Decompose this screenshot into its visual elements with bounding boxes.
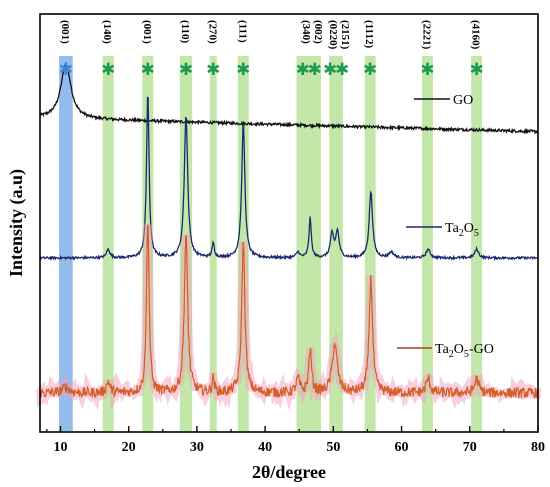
peak-label-10: (4160): [470, 20, 482, 50]
series-line-1: [39, 96, 539, 262]
peak-star-1-0: ✱: [101, 60, 115, 80]
x-tick-label-7: 80: [531, 440, 545, 455]
highlight-band-9: [422, 56, 433, 431]
peak-label-5: (111): [236, 20, 248, 43]
peak-label-6-b: (002): [312, 20, 324, 44]
x-tick-label-4: 50: [326, 440, 340, 455]
peak-star-4-0: ✱: [206, 60, 220, 80]
peak-label-6: (340): [300, 20, 312, 44]
peak-star-7-1: ✱: [335, 60, 349, 80]
peak-label-7: (0220): [327, 20, 339, 50]
series-line-0: [39, 61, 539, 135]
peak-star-markers: ✱ ✱ ✱ ✱ ✱ ✱ ✱✱ ✱✱ ✱ ✱ ✱: [59, 60, 484, 80]
x-tick-label-2: 30: [190, 440, 204, 455]
peak-label-2: (001): [141, 20, 153, 44]
peak-star-2-0: ✱: [141, 60, 155, 80]
x-tick-label-0: 10: [53, 440, 67, 455]
legend-label-0: GO: [453, 93, 473, 108]
peak-star-8-0: ✱: [363, 60, 377, 80]
data-traces: [36, 61, 542, 411]
peak-label-9: (2221): [420, 20, 432, 50]
x-tick-label-6: 70: [463, 440, 477, 455]
peak-label-8: (1112): [363, 20, 375, 48]
x-tick-label-1: 20: [122, 440, 136, 455]
peak-star-10-0: ✱: [469, 60, 483, 80]
peak-star-3-0: ✱: [179, 60, 193, 80]
highlight-band-1: [102, 56, 114, 431]
highlight-band-0: [59, 56, 73, 431]
peak-star-5-0: ✱: [236, 60, 250, 80]
peak-star-6-0: ✱: [296, 60, 310, 80]
peak-label-0: (001): [59, 20, 71, 44]
peak-labels: (001) (140) (001) (110) (270) (111) (340) (002)…: [59, 20, 482, 50]
y-axis-title: Intensity (a.u): [6, 169, 27, 277]
peak-label-4: (270): [206, 20, 218, 44]
legend: GO Ta2O5 Ta2O5-GO: [397, 93, 494, 360]
peak-star-7-0: ✱: [323, 60, 337, 80]
peak-label-3: (110): [179, 20, 191, 44]
x-tick-label-3: 40: [258, 440, 272, 455]
peak-star-9-0: ✱: [420, 60, 434, 80]
highlight-band-8: [364, 56, 376, 431]
peak-label-7-b: (2151): [339, 20, 351, 50]
highlight-band-10: [471, 56, 483, 431]
legend-label-2: Ta2O5-GO: [435, 342, 494, 360]
x-axis-ticks: 10 20 30 40 50 60 70 80: [46, 426, 545, 455]
peak-star-0-0: ✱: [59, 60, 73, 80]
plot-frame: [39, 13, 539, 433]
peak-label-1: (140): [101, 20, 113, 44]
peak-star-6-1: ✱: [308, 60, 322, 80]
x-tick-label-5: 60: [395, 440, 409, 455]
series-overlay-2: [39, 224, 539, 399]
x-axis-title: 2θ/degree: [252, 462, 326, 482]
legend-label-1: Ta2O5: [445, 221, 479, 239]
highlight-band-7: [329, 56, 343, 431]
